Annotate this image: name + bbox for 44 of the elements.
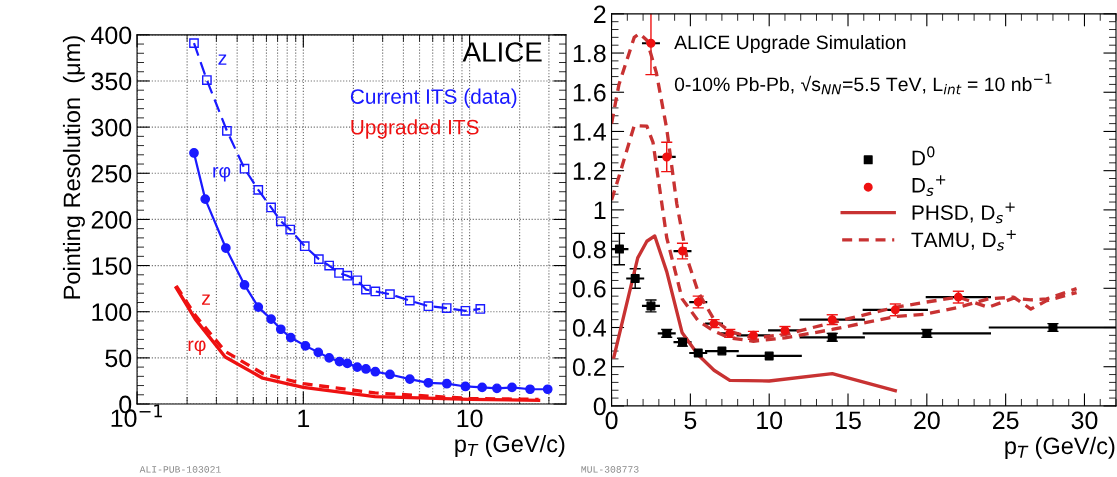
x-tick-label: 5	[684, 411, 697, 430]
series-label: z	[218, 54, 227, 65]
annotation: ALICE Upgrade Simulation	[674, 34, 906, 54]
y-tick-label: 1.2	[573, 162, 606, 180]
annotation: Upgraded ITS	[351, 119, 479, 139]
y-tick-label: 0.2	[572, 358, 606, 377]
series-label: rφ	[213, 166, 231, 182]
y-tick-label: 0.4	[572, 319, 606, 337]
x-tick-label: 10	[757, 411, 783, 430]
y-tick-label: 50	[105, 349, 132, 368]
y-tick-label: 100	[92, 303, 132, 322]
y-tick-label: 150	[92, 257, 132, 275]
x-tick-label: 1	[298, 409, 310, 427]
x-axis-title: p$_{T}$ (GeV/c)	[1005, 436, 1115, 459]
x-tick-label: 10	[457, 409, 483, 428]
y-tick-label: 2	[594, 5, 606, 23]
x-tick-label: 25	[993, 411, 1019, 430]
legend-label: D$_{s}$$^{+}$	[912, 175, 946, 197]
y-tick-label: 1	[594, 201, 606, 219]
x-tick-label: 20	[914, 411, 940, 430]
annotation: ALICE	[462, 42, 542, 62]
legend-label: D$^{0}$	[912, 146, 935, 166]
x-tick-label: 30	[1071, 411, 1098, 430]
y-tick-label: 350	[91, 72, 132, 91]
x-axis-title: p$_{T}$ (GeV/c)	[455, 434, 565, 457]
text: MUL-308773	[581, 466, 639, 473]
x-tick-label: 15	[836, 411, 861, 430]
text: ALI-PUB-103021	[139, 466, 221, 473]
y-tick-label: 0.6	[572, 279, 606, 298]
y-tick-label: 400	[91, 26, 132, 45]
annotation: Current ITS (data)	[350, 88, 517, 109]
legend-label: PHSD, D$_{s}$$^{+}$	[912, 202, 1015, 224]
series-label: rφ	[188, 340, 206, 356]
legend-label: TAMU, D$_{s}$$^{+}$	[911, 229, 1016, 251]
y-tick-label: 250	[91, 164, 132, 183]
y-tick-label: 0.8	[572, 240, 606, 259]
annotation: 0-10% Pb-Pb, √s$_{NN}$=5.5 TeV, L$_{int}$ = 10 nb$^{−1}$	[674, 73, 1052, 95]
y-tick-label: 1.6	[573, 83, 606, 102]
y-tick-label: 200	[91, 211, 132, 229]
y-tick-label: 1.8	[573, 44, 606, 63]
y-tick-label: 1.4	[573, 123, 606, 141]
series-label: z	[202, 294, 210, 305]
y-axis-title: Pointing Resolution (μm)	[62, 36, 85, 299]
y-tick-label: 300	[91, 118, 132, 137]
